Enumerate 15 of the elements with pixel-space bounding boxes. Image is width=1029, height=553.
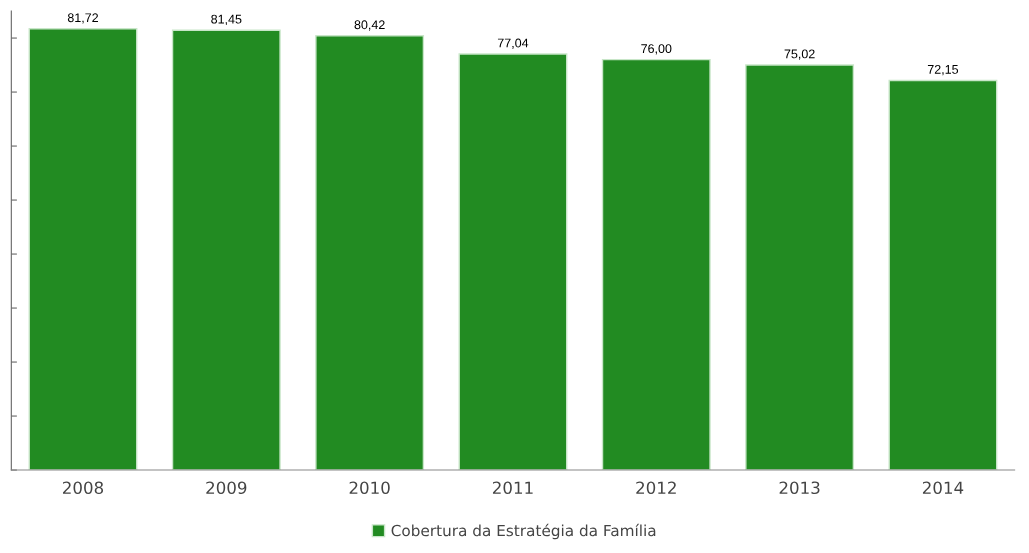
x-tick-label: 2010 <box>349 481 390 495</box>
x-tick-label: 2009 <box>206 481 247 495</box>
data-label: 81,45 <box>211 14 242 26</box>
data-label: 81,72 <box>67 13 98 24</box>
x-tick-label: 2013 <box>779 481 820 495</box>
x-tick-label: 2008 <box>62 481 104 495</box>
data-label: 80,42 <box>354 20 385 31</box>
legend-label: Cobertura da Estratégia da Família <box>391 523 656 540</box>
x-tick-label: 2011 <box>492 481 533 495</box>
data-label: 72,15 <box>927 64 959 76</box>
x-tick-label: 2012 <box>636 481 676 495</box>
data-label: 77,04 <box>497 38 529 49</box>
data-label: 76,00 <box>641 44 672 55</box>
x-tick-label: 2014 <box>922 481 964 495</box>
data-label: 75,02 <box>784 49 815 60</box>
